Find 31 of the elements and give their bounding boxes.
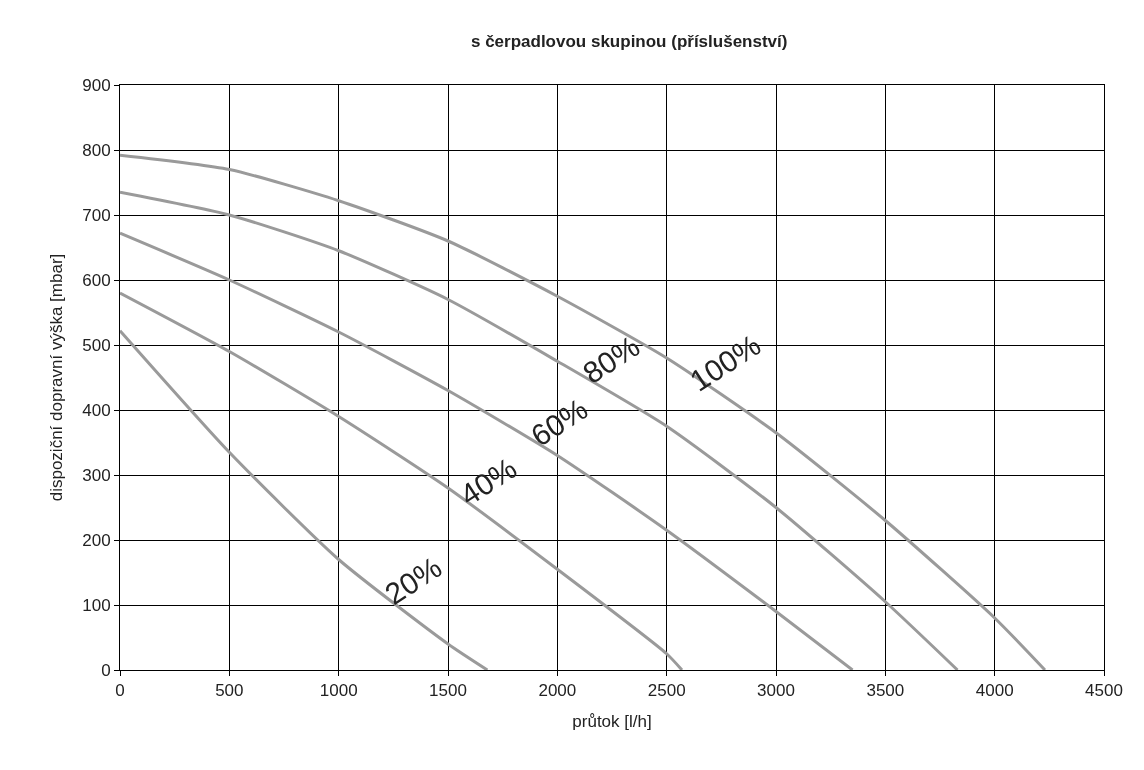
text: 80% xyxy=(577,329,646,390)
y-axis-title: dispoziční dopravní výška [mbar] xyxy=(46,253,66,502)
x-axis-title: průtok [l/h] xyxy=(572,711,652,731)
line-series xyxy=(120,190,959,670)
text: 20% xyxy=(379,550,448,611)
x-tick-label: 4500 xyxy=(1085,681,1123,701)
x-tick-label: 2000 xyxy=(538,681,577,701)
y-tick-label: 500 xyxy=(82,335,111,355)
line-series xyxy=(120,291,684,670)
line-series xyxy=(120,153,1047,670)
x-tick-label: 1000 xyxy=(319,681,358,701)
text: 60% xyxy=(525,392,594,453)
y-tick-label: 100 xyxy=(82,595,111,615)
y-tick-label: 200 xyxy=(82,530,111,550)
y-tick-label: 700 xyxy=(82,205,111,225)
y-tick-label: 400 xyxy=(82,400,111,420)
chart-title: s čerpadlovou skupinou (příslušenství) xyxy=(470,31,788,51)
y-tick-label: 900 xyxy=(82,75,111,95)
line-series xyxy=(120,231,855,670)
x-tick-label: 1500 xyxy=(429,681,467,701)
text: 40% xyxy=(453,451,523,512)
x-tick-label: 3000 xyxy=(757,681,795,701)
x-tick-label: 3500 xyxy=(866,681,905,701)
x-tick-label: 0 xyxy=(115,681,125,701)
y-tick-label: 600 xyxy=(82,270,111,290)
y-tick-label: 300 xyxy=(82,465,111,485)
y-tick-label: 800 xyxy=(82,140,111,160)
y-tick-label: 0 xyxy=(101,660,111,680)
x-tick-label: 4000 xyxy=(975,681,1014,701)
x-tick-label: 2500 xyxy=(647,681,686,701)
x-tick-label: 500 xyxy=(215,681,244,701)
